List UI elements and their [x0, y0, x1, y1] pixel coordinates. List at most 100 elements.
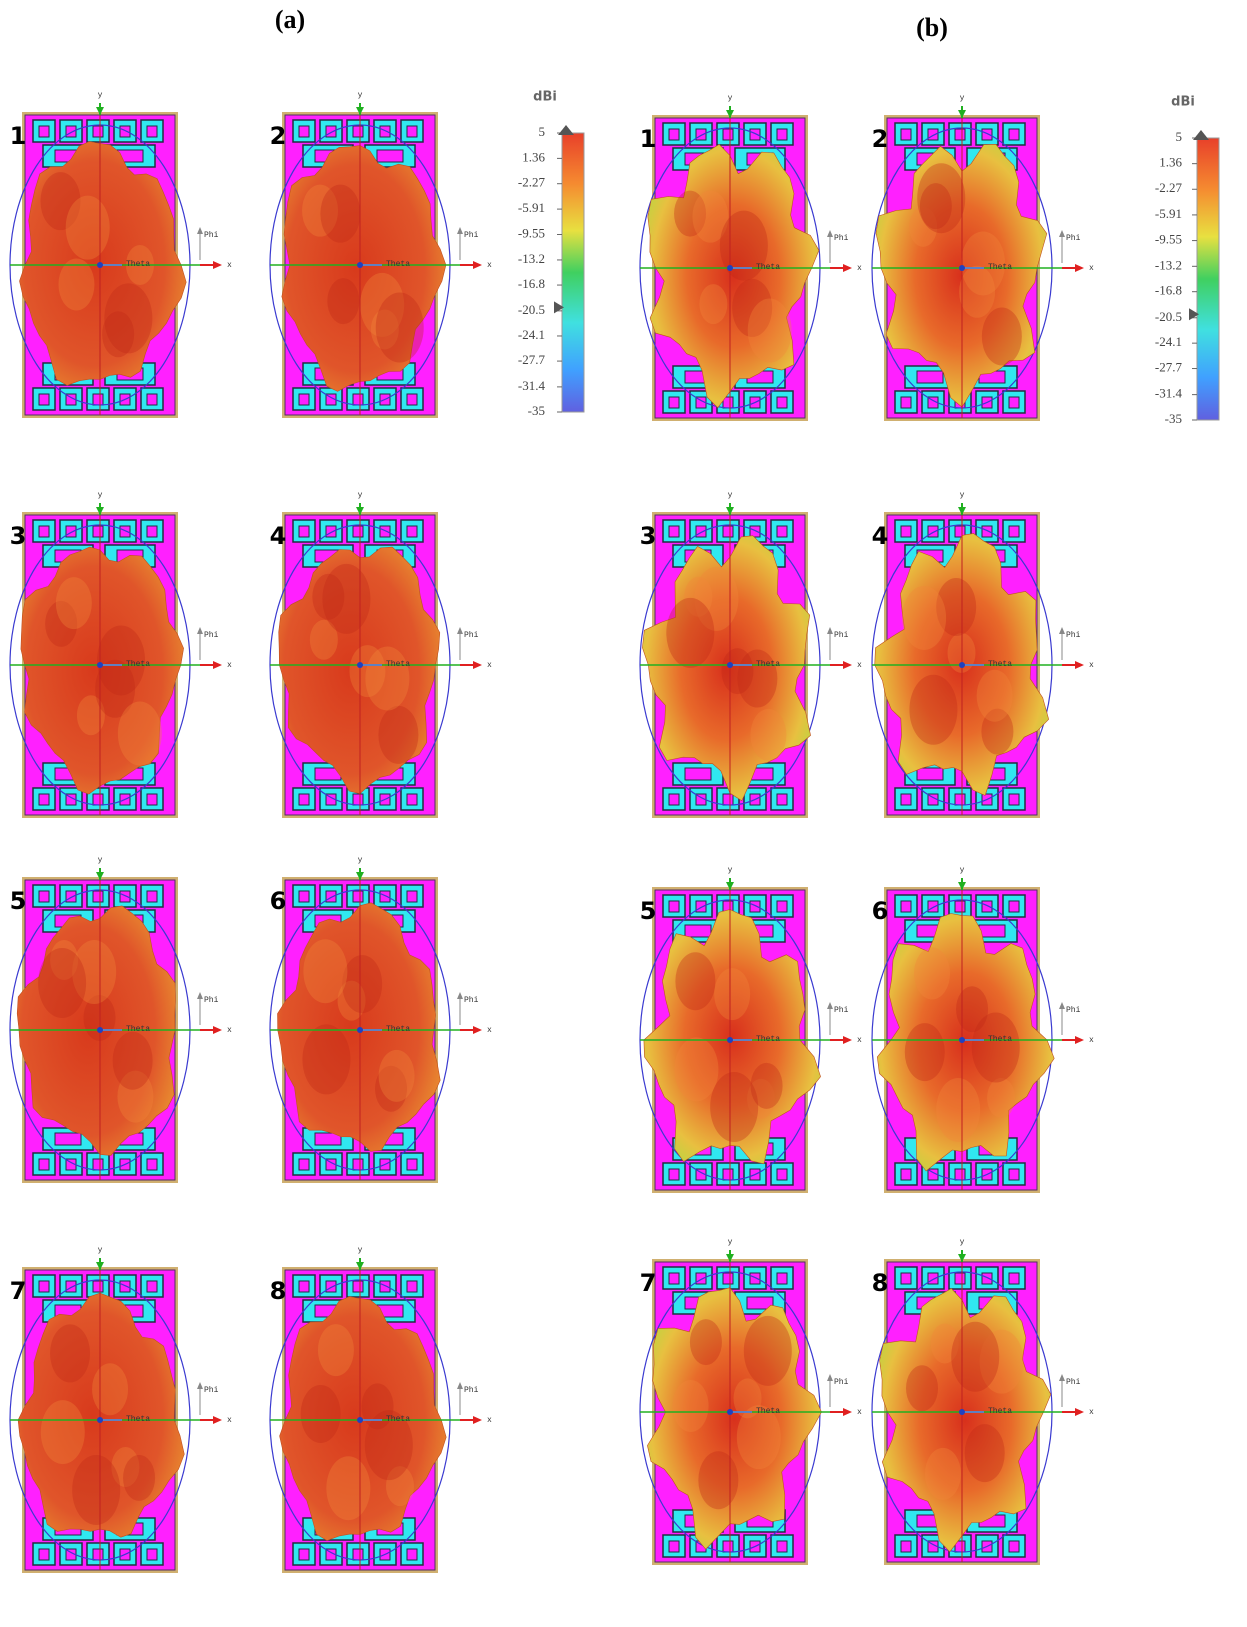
pattern-shade: [972, 1013, 1020, 1083]
slot-inner: [39, 1281, 49, 1292]
slot-inner: [299, 891, 309, 902]
colorbar-tick-label: -9.55: [1155, 232, 1182, 247]
plot-number: 7: [640, 1269, 657, 1297]
slot-inner: [1009, 526, 1019, 537]
colorbar-tick-label: -27.7: [1155, 360, 1183, 375]
axis-label: Phi: [464, 996, 479, 1005]
x-arrowhead: [213, 1026, 222, 1034]
slot-inner: [326, 1281, 336, 1292]
origin: [357, 662, 363, 668]
slot-inner: [901, 129, 911, 140]
slot-inner: [982, 901, 992, 912]
slot-inner: [928, 526, 938, 537]
slot-inner: [723, 1169, 733, 1180]
origin: [357, 1027, 363, 1033]
phi-arrowhead: [457, 1382, 463, 1389]
slot-inner: [147, 891, 157, 902]
pattern-plot: yxPhiTheta6: [270, 856, 492, 1183]
slot-inner: [901, 1169, 911, 1180]
pattern-shade: [666, 598, 714, 668]
slot-inner: [147, 126, 157, 137]
axis-label: Theta: [126, 1025, 150, 1034]
pattern-shade: [301, 1385, 341, 1443]
axis-label: y: [98, 856, 103, 865]
axis-label: y: [358, 491, 363, 500]
colorbar-tick-label: -9.55: [518, 225, 545, 240]
slot-inner: [380, 526, 390, 537]
axis-label: Phi: [834, 234, 849, 243]
phi-arrowhead: [1059, 627, 1065, 634]
colorbar-tick-label: -35: [528, 403, 545, 418]
pattern-shade: [376, 293, 424, 363]
x-arrowhead: [1075, 264, 1084, 272]
slot-inner: [93, 794, 103, 805]
axis-label: Theta: [988, 263, 1012, 272]
axis-label: Phi: [204, 1386, 219, 1395]
slot-inner: [66, 891, 76, 902]
colorbar: [562, 133, 584, 412]
pattern-shade: [909, 675, 957, 745]
stub-inner: [917, 768, 943, 780]
axis-label: Phi: [834, 1006, 849, 1015]
colorbar-tick-label: 5: [539, 124, 546, 139]
colorbar-tick-label: -16.8: [1155, 283, 1182, 298]
slot-inner: [723, 129, 733, 140]
slot-inner: [407, 794, 417, 805]
colorbar-tick-label: -2.27: [1155, 180, 1183, 195]
plot-number: 3: [640, 522, 657, 550]
stub-inner: [55, 1133, 81, 1145]
slot-inner: [353, 126, 363, 137]
colorbar-unit: dBi: [1171, 95, 1195, 110]
slot-inner: [39, 394, 49, 405]
slot-inner: [407, 394, 417, 405]
colorbar-tick-label: 1.36: [1159, 155, 1182, 170]
pattern-shade: [320, 185, 360, 243]
slot-inner: [353, 1281, 363, 1292]
slot-inner: [120, 126, 130, 137]
pattern-plot: yxPhiTheta4: [872, 491, 1094, 818]
colorbar-marker: [1193, 130, 1209, 140]
phi-arrowhead: [197, 627, 203, 634]
pattern-plot: yxPhiTheta8: [872, 1238, 1094, 1565]
origin: [727, 1037, 733, 1043]
pattern-shade: [951, 1322, 999, 1392]
pattern-shade: [748, 299, 792, 363]
colorbar-tick-label: -24.1: [1155, 334, 1182, 349]
axis-label: Phi: [204, 231, 219, 240]
pattern-shade: [905, 1023, 945, 1081]
slot-inner: [353, 394, 363, 405]
axis-label: x: [857, 264, 862, 273]
stub-inner: [685, 768, 711, 780]
colorbar-tick-label: -35: [1165, 411, 1182, 426]
x-arrowhead: [473, 1026, 482, 1034]
origin: [959, 1037, 965, 1043]
slot-inner: [669, 794, 679, 805]
x-arrowhead: [1075, 1408, 1084, 1416]
axis-label: y: [960, 866, 965, 875]
slot-inner: [147, 1549, 157, 1560]
slot-inner: [147, 526, 157, 537]
slot-inner: [147, 1281, 157, 1292]
slot-inner: [1009, 794, 1019, 805]
slot-inner: [901, 397, 911, 408]
slot-inner: [299, 126, 309, 137]
axis-label: x: [857, 1408, 862, 1417]
axis-label: Theta: [988, 660, 1012, 669]
slot-inner: [982, 1273, 992, 1284]
origin: [97, 1027, 103, 1033]
slot-inner: [353, 1159, 363, 1170]
slot-inner: [955, 129, 965, 140]
plot-number: 6: [872, 897, 889, 925]
panel-label: (a): [275, 5, 305, 34]
colorbar-tick-label: -2.27: [518, 175, 546, 190]
pattern-shade: [690, 1319, 722, 1365]
axis-label: y: [358, 1246, 363, 1255]
axis-label: x: [487, 661, 492, 670]
x-arrowhead: [473, 661, 482, 669]
axis-label: Phi: [1066, 1006, 1081, 1015]
pattern-shade: [66, 196, 110, 260]
axis-label: y: [728, 94, 733, 103]
x-arrowhead: [473, 261, 482, 269]
pattern-plot: yxPhiTheta1: [640, 94, 862, 421]
slot-inner: [299, 1549, 309, 1560]
